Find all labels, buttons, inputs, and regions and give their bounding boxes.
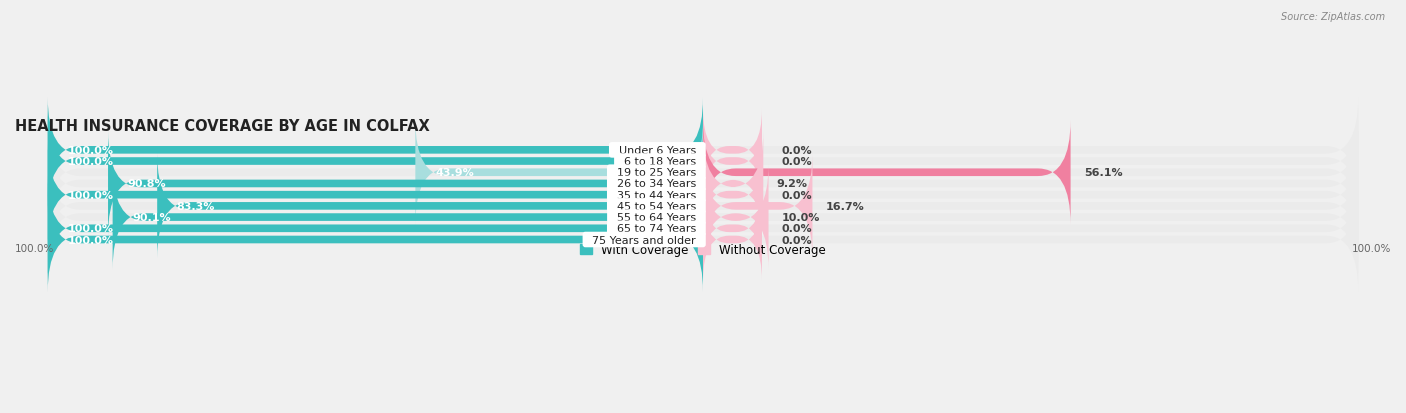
Text: 100.0%: 100.0% bbox=[67, 190, 114, 200]
Text: 0.0%: 0.0% bbox=[782, 224, 813, 234]
FancyBboxPatch shape bbox=[703, 188, 762, 270]
FancyBboxPatch shape bbox=[48, 143, 1358, 247]
FancyBboxPatch shape bbox=[157, 154, 703, 259]
Text: 100.0%: 100.0% bbox=[67, 157, 114, 166]
Text: Under 6 Years: Under 6 Years bbox=[612, 145, 703, 155]
Legend: With Coverage, Without Coverage: With Coverage, Without Coverage bbox=[575, 239, 831, 261]
Text: 100.0%: 100.0% bbox=[67, 145, 114, 155]
FancyBboxPatch shape bbox=[48, 188, 703, 292]
FancyBboxPatch shape bbox=[48, 166, 1358, 270]
Text: 0.0%: 0.0% bbox=[782, 145, 813, 155]
FancyBboxPatch shape bbox=[48, 143, 703, 247]
Text: 55 to 64 Years: 55 to 64 Years bbox=[610, 213, 703, 223]
Text: 65 to 74 Years: 65 to 74 Years bbox=[610, 224, 703, 234]
Text: 83.3%: 83.3% bbox=[177, 202, 215, 211]
Text: 0.0%: 0.0% bbox=[782, 235, 813, 245]
Text: HEALTH INSURANCE COVERAGE BY AGE IN COLFAX: HEALTH INSURANCE COVERAGE BY AGE IN COLF… bbox=[15, 119, 430, 133]
FancyBboxPatch shape bbox=[48, 177, 703, 281]
FancyBboxPatch shape bbox=[108, 132, 703, 236]
Text: 9.2%: 9.2% bbox=[776, 179, 807, 189]
Text: Source: ZipAtlas.com: Source: ZipAtlas.com bbox=[1281, 12, 1385, 22]
Text: 100.0%: 100.0% bbox=[67, 235, 114, 245]
Text: 19 to 25 Years: 19 to 25 Years bbox=[610, 168, 703, 178]
FancyBboxPatch shape bbox=[48, 154, 1358, 259]
FancyBboxPatch shape bbox=[48, 109, 703, 214]
Text: 0.0%: 0.0% bbox=[782, 190, 813, 200]
Text: 100.0%: 100.0% bbox=[1351, 243, 1391, 253]
FancyBboxPatch shape bbox=[48, 121, 1358, 225]
Text: 45 to 54 Years: 45 to 54 Years bbox=[610, 202, 703, 211]
FancyBboxPatch shape bbox=[415, 121, 703, 225]
FancyBboxPatch shape bbox=[48, 109, 1358, 214]
FancyBboxPatch shape bbox=[703, 121, 762, 202]
Text: 90.1%: 90.1% bbox=[132, 213, 172, 223]
Text: 56.1%: 56.1% bbox=[1084, 168, 1122, 178]
FancyBboxPatch shape bbox=[48, 98, 1358, 202]
FancyBboxPatch shape bbox=[703, 109, 762, 191]
FancyBboxPatch shape bbox=[48, 188, 1358, 292]
FancyBboxPatch shape bbox=[703, 154, 813, 259]
Text: 26 to 34 Years: 26 to 34 Years bbox=[610, 179, 703, 189]
Text: 100.0%: 100.0% bbox=[67, 224, 114, 234]
Text: 75 Years and older: 75 Years and older bbox=[585, 235, 703, 245]
Text: 35 to 44 Years: 35 to 44 Years bbox=[610, 190, 703, 200]
FancyBboxPatch shape bbox=[48, 132, 1358, 236]
Text: 100.0%: 100.0% bbox=[15, 243, 55, 253]
FancyBboxPatch shape bbox=[112, 166, 703, 270]
FancyBboxPatch shape bbox=[703, 154, 762, 236]
FancyBboxPatch shape bbox=[703, 132, 763, 236]
Text: 6 to 18 Years: 6 to 18 Years bbox=[617, 157, 703, 166]
FancyBboxPatch shape bbox=[703, 166, 769, 270]
FancyBboxPatch shape bbox=[48, 98, 703, 202]
FancyBboxPatch shape bbox=[703, 199, 762, 281]
Text: 90.8%: 90.8% bbox=[128, 179, 166, 189]
FancyBboxPatch shape bbox=[48, 177, 1358, 281]
Text: 43.9%: 43.9% bbox=[434, 168, 474, 178]
FancyBboxPatch shape bbox=[703, 121, 1070, 225]
Text: 16.7%: 16.7% bbox=[825, 202, 865, 211]
Text: 10.0%: 10.0% bbox=[782, 213, 820, 223]
Text: 0.0%: 0.0% bbox=[782, 157, 813, 166]
